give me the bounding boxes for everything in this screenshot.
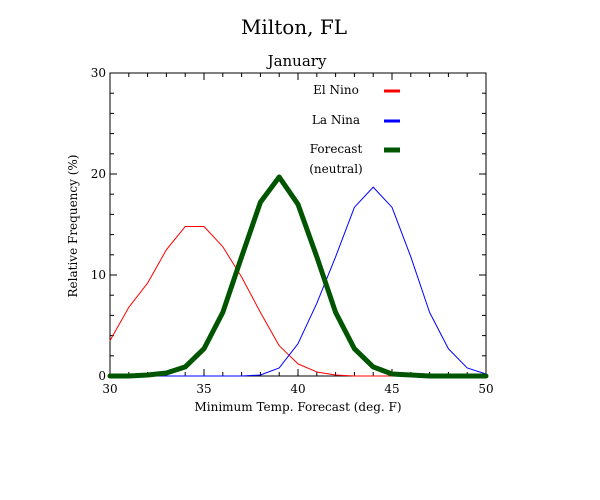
y-tick-label: 0 xyxy=(98,369,106,383)
x-tick-label: 45 xyxy=(384,382,399,396)
x-tick-label: 30 xyxy=(102,382,117,396)
data-series xyxy=(107,174,489,379)
axis-ticks: 30 35 40 45 50 0 10 20 30 xyxy=(91,66,494,396)
y-axis-label: Relative Frequency (%) xyxy=(66,155,80,298)
x-tick-label: 35 xyxy=(196,382,211,396)
y-tick-label: 20 xyxy=(91,167,106,181)
series-line-2 xyxy=(107,174,489,379)
legend-label: El Nino xyxy=(313,83,359,97)
legend-label: Forecast (neutral) xyxy=(309,142,362,176)
x-tick-label: 40 xyxy=(290,382,305,396)
legend: El Nino La Nina Forecast (neutral) xyxy=(309,83,400,176)
y-tick-label: 10 xyxy=(91,268,106,282)
chart-title: Milton, FL xyxy=(241,15,347,39)
legend-label: La Nina xyxy=(312,113,360,127)
x-tick-label: 50 xyxy=(478,382,493,396)
y-tick-label: 30 xyxy=(91,66,106,80)
chart-subtitle: January xyxy=(266,52,327,70)
x-axis-label: Minimum Temp. Forecast (deg. F) xyxy=(194,400,401,414)
plot-frame xyxy=(109,72,487,377)
series-line-1 xyxy=(109,186,487,377)
series-line-0 xyxy=(109,226,487,377)
